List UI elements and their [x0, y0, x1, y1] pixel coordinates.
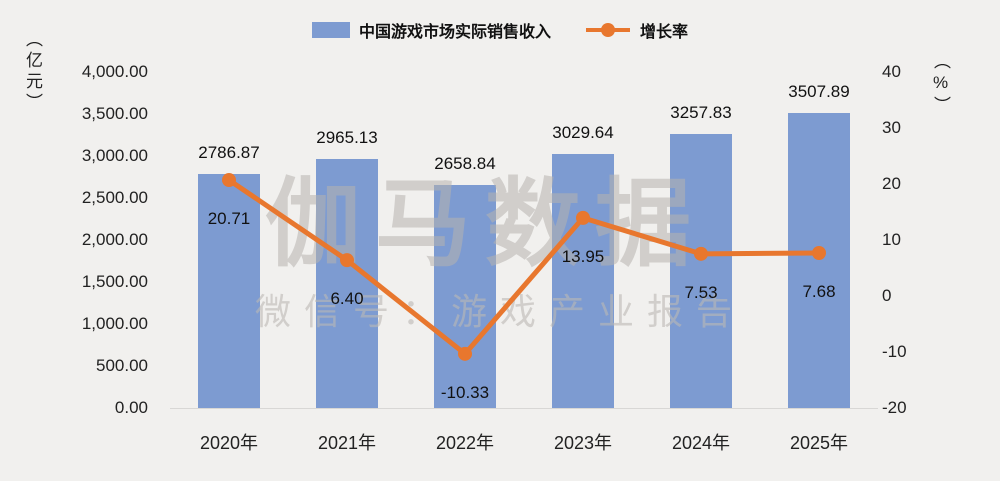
line-series-marker-icon	[585, 21, 631, 39]
legend: 中国游戏市场实际销售收入 增长率	[0, 18, 1000, 42]
left-axis-tick: 3,500.00	[81, 104, 148, 123]
left-axis-tick: 4,000.00	[81, 62, 148, 81]
right-axis-tick: 40	[882, 62, 901, 81]
right-axis-tick: 30	[882, 118, 901, 137]
left-axis-tick: 1,000.00	[81, 314, 148, 333]
legend-item-growth: 增长率	[585, 18, 688, 42]
bar-2024年	[670, 134, 732, 408]
left-axis-tick: 2,000.00	[81, 230, 148, 249]
left-axis-tick: 0.00	[114, 398, 148, 417]
right-axis-tick: -10	[882, 342, 907, 361]
bar-2021年	[316, 158, 378, 408]
legend-label-revenue: 中国游戏市场实际销售收入	[358, 24, 551, 41]
right-axis-title: （%）	[931, 52, 950, 117]
legend-label-growth: 增长率	[640, 24, 689, 41]
bar-2020年	[198, 173, 260, 408]
right-axis-tick: 0	[882, 286, 892, 305]
left-axis: 0.00 500.00 1,000.00 1,500.00 2,000.00 2,500.…	[50, 0, 148, 481]
bar-2022年	[434, 184, 496, 408]
bar-2023年	[552, 153, 614, 408]
left-axis-tick: 3,000.00	[81, 146, 148, 165]
bar-2025年	[788, 113, 850, 408]
x-axis-line	[170, 408, 878, 409]
right-axis-tick: -20	[882, 398, 907, 417]
left-axis-tick: 500.00	[96, 356, 148, 375]
left-axis-tick: 1,500.00	[81, 272, 148, 291]
legend-item-revenue: 中国游戏市场实际销售收入	[311, 18, 551, 42]
right-axis-tick: 10	[882, 230, 901, 249]
left-axis-tick: 2,500.00	[81, 188, 148, 207]
right-axis: -20 -10 0 10 20 30 40	[882, 0, 952, 481]
right-axis-tick: 20	[882, 174, 901, 193]
left-axis-title: （亿元）	[23, 30, 42, 114]
bar-series-swatch-icon	[311, 22, 350, 38]
